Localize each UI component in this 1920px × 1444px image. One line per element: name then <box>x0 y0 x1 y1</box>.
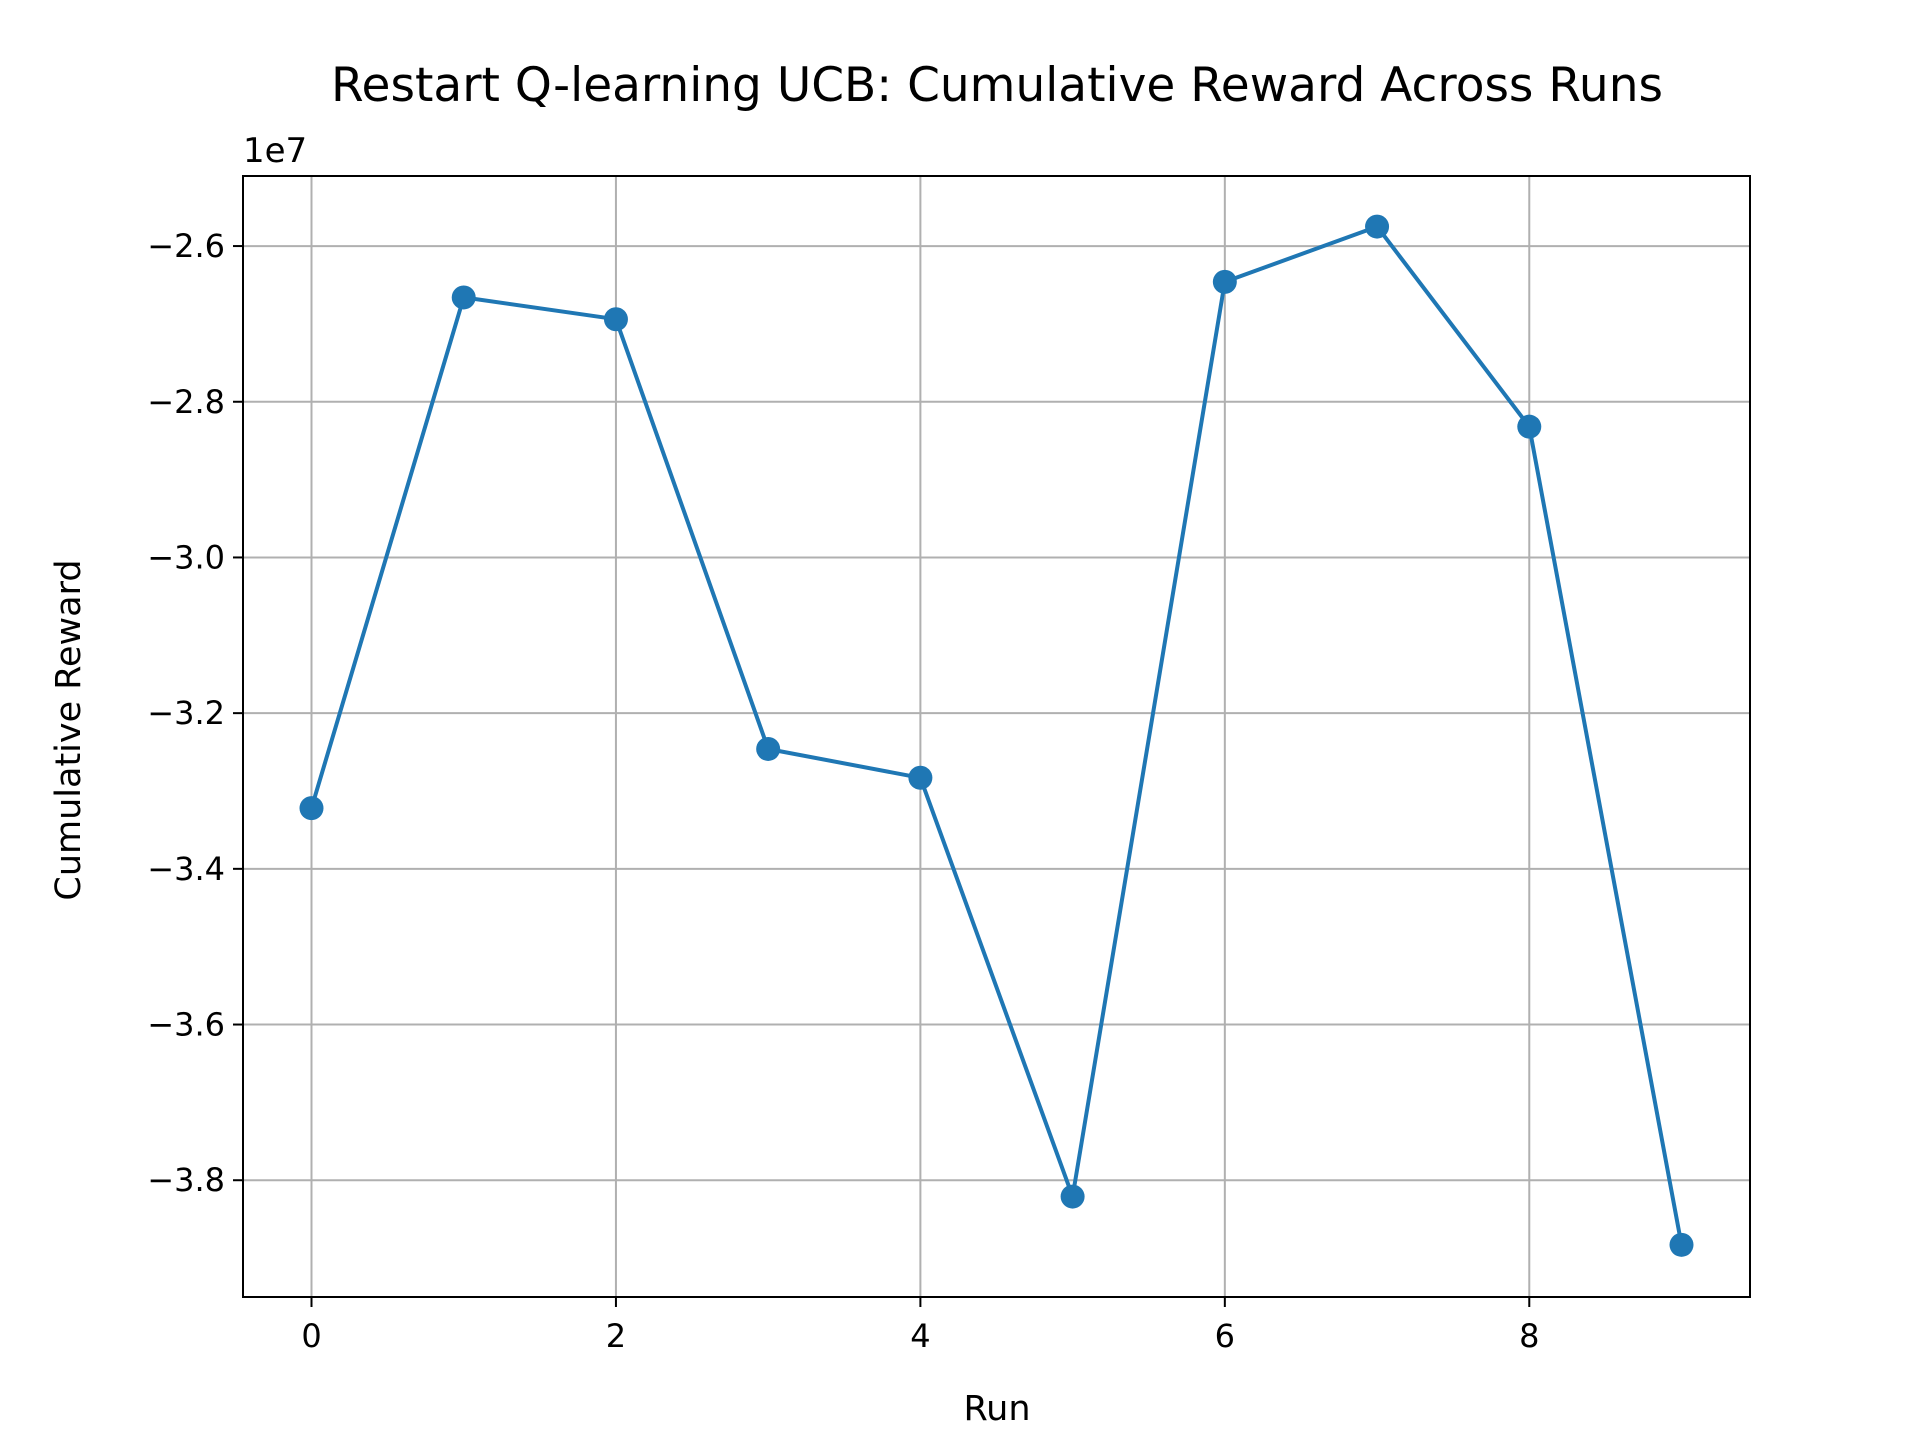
data-point <box>1060 1184 1085 1209</box>
data-point <box>603 307 628 332</box>
data-point <box>908 765 933 790</box>
data-point <box>1669 1232 1694 1257</box>
y-tick-label: −3.4 <box>147 850 225 888</box>
data-point <box>756 736 781 761</box>
data-point <box>299 796 324 821</box>
x-tick-label: 4 <box>910 1317 930 1355</box>
x-tick-label: 6 <box>1215 1317 1235 1355</box>
grid-lines <box>243 176 1750 1297</box>
x-tick-label: 2 <box>606 1317 626 1355</box>
y-tick-label: −3.2 <box>147 694 225 732</box>
y-tick-label: −3.6 <box>147 1006 225 1044</box>
series-line <box>309 224 1684 1246</box>
y-axis-ticks: −3.8 −3.6 −3.4 −3.2 −3.0 −2.8 −2.6 <box>147 227 243 1199</box>
chart-title: Restart Q-learning UCB: Cumulative Rewar… <box>331 58 1663 113</box>
x-tick-label: 0 <box>301 1317 321 1355</box>
data-point <box>1212 269 1237 294</box>
x-axis-ticks: 0 2 4 6 8 <box>301 1297 1539 1355</box>
data-point <box>1365 214 1390 239</box>
x-tick-label: 8 <box>1519 1317 1539 1355</box>
data-point <box>451 285 476 310</box>
y-axis-offset-label: 1e7 <box>243 131 307 171</box>
y-tick-label: −3.0 <box>147 538 225 576</box>
y-axis-label: Cumulative Reward <box>49 559 89 900</box>
data-point <box>1517 414 1542 439</box>
y-tick-label: −2.6 <box>147 227 225 265</box>
plot-frame <box>242 175 1751 1298</box>
series-layer <box>299 214 1694 1257</box>
y-tick-label: −2.8 <box>147 383 225 421</box>
x-axis-label: Run <box>963 1389 1030 1429</box>
y-tick-label: −3.8 <box>147 1161 225 1199</box>
